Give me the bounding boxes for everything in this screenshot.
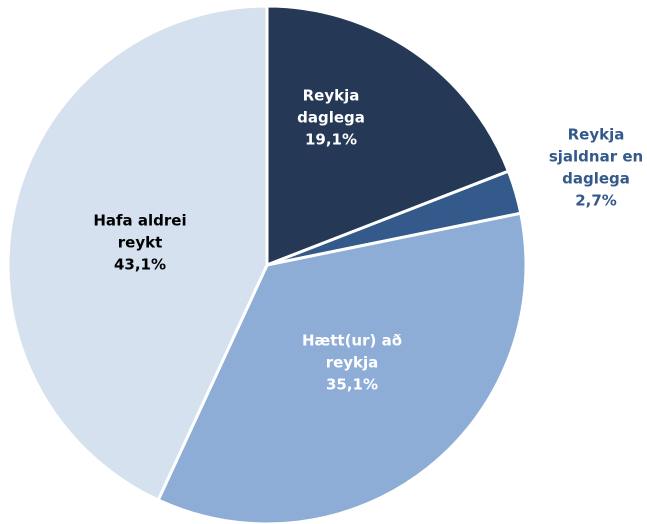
slice-label: reykja — [326, 354, 379, 372]
pie-slice — [265, 4, 511, 268]
value-label: 2,7% — [575, 192, 617, 210]
slice-label: Reykja — [303, 87, 360, 105]
slice-label: Hafa aldrei — [93, 212, 186, 230]
value-label: 35,1% — [326, 376, 378, 394]
slice-label: Reykja — [568, 126, 625, 144]
pie-slice — [6, 4, 269, 503]
value-label: 43,1% — [114, 256, 166, 274]
pie-slice — [156, 211, 528, 524]
value-label: 19,1% — [305, 131, 357, 149]
slice-label: reykt — [118, 234, 163, 252]
slice-label: daglega — [562, 170, 630, 188]
slice-label: sjaldnar en — [549, 148, 643, 166]
slice-label: daglega — [297, 109, 365, 127]
slice-label: Hætt(ur) að — [302, 332, 402, 350]
